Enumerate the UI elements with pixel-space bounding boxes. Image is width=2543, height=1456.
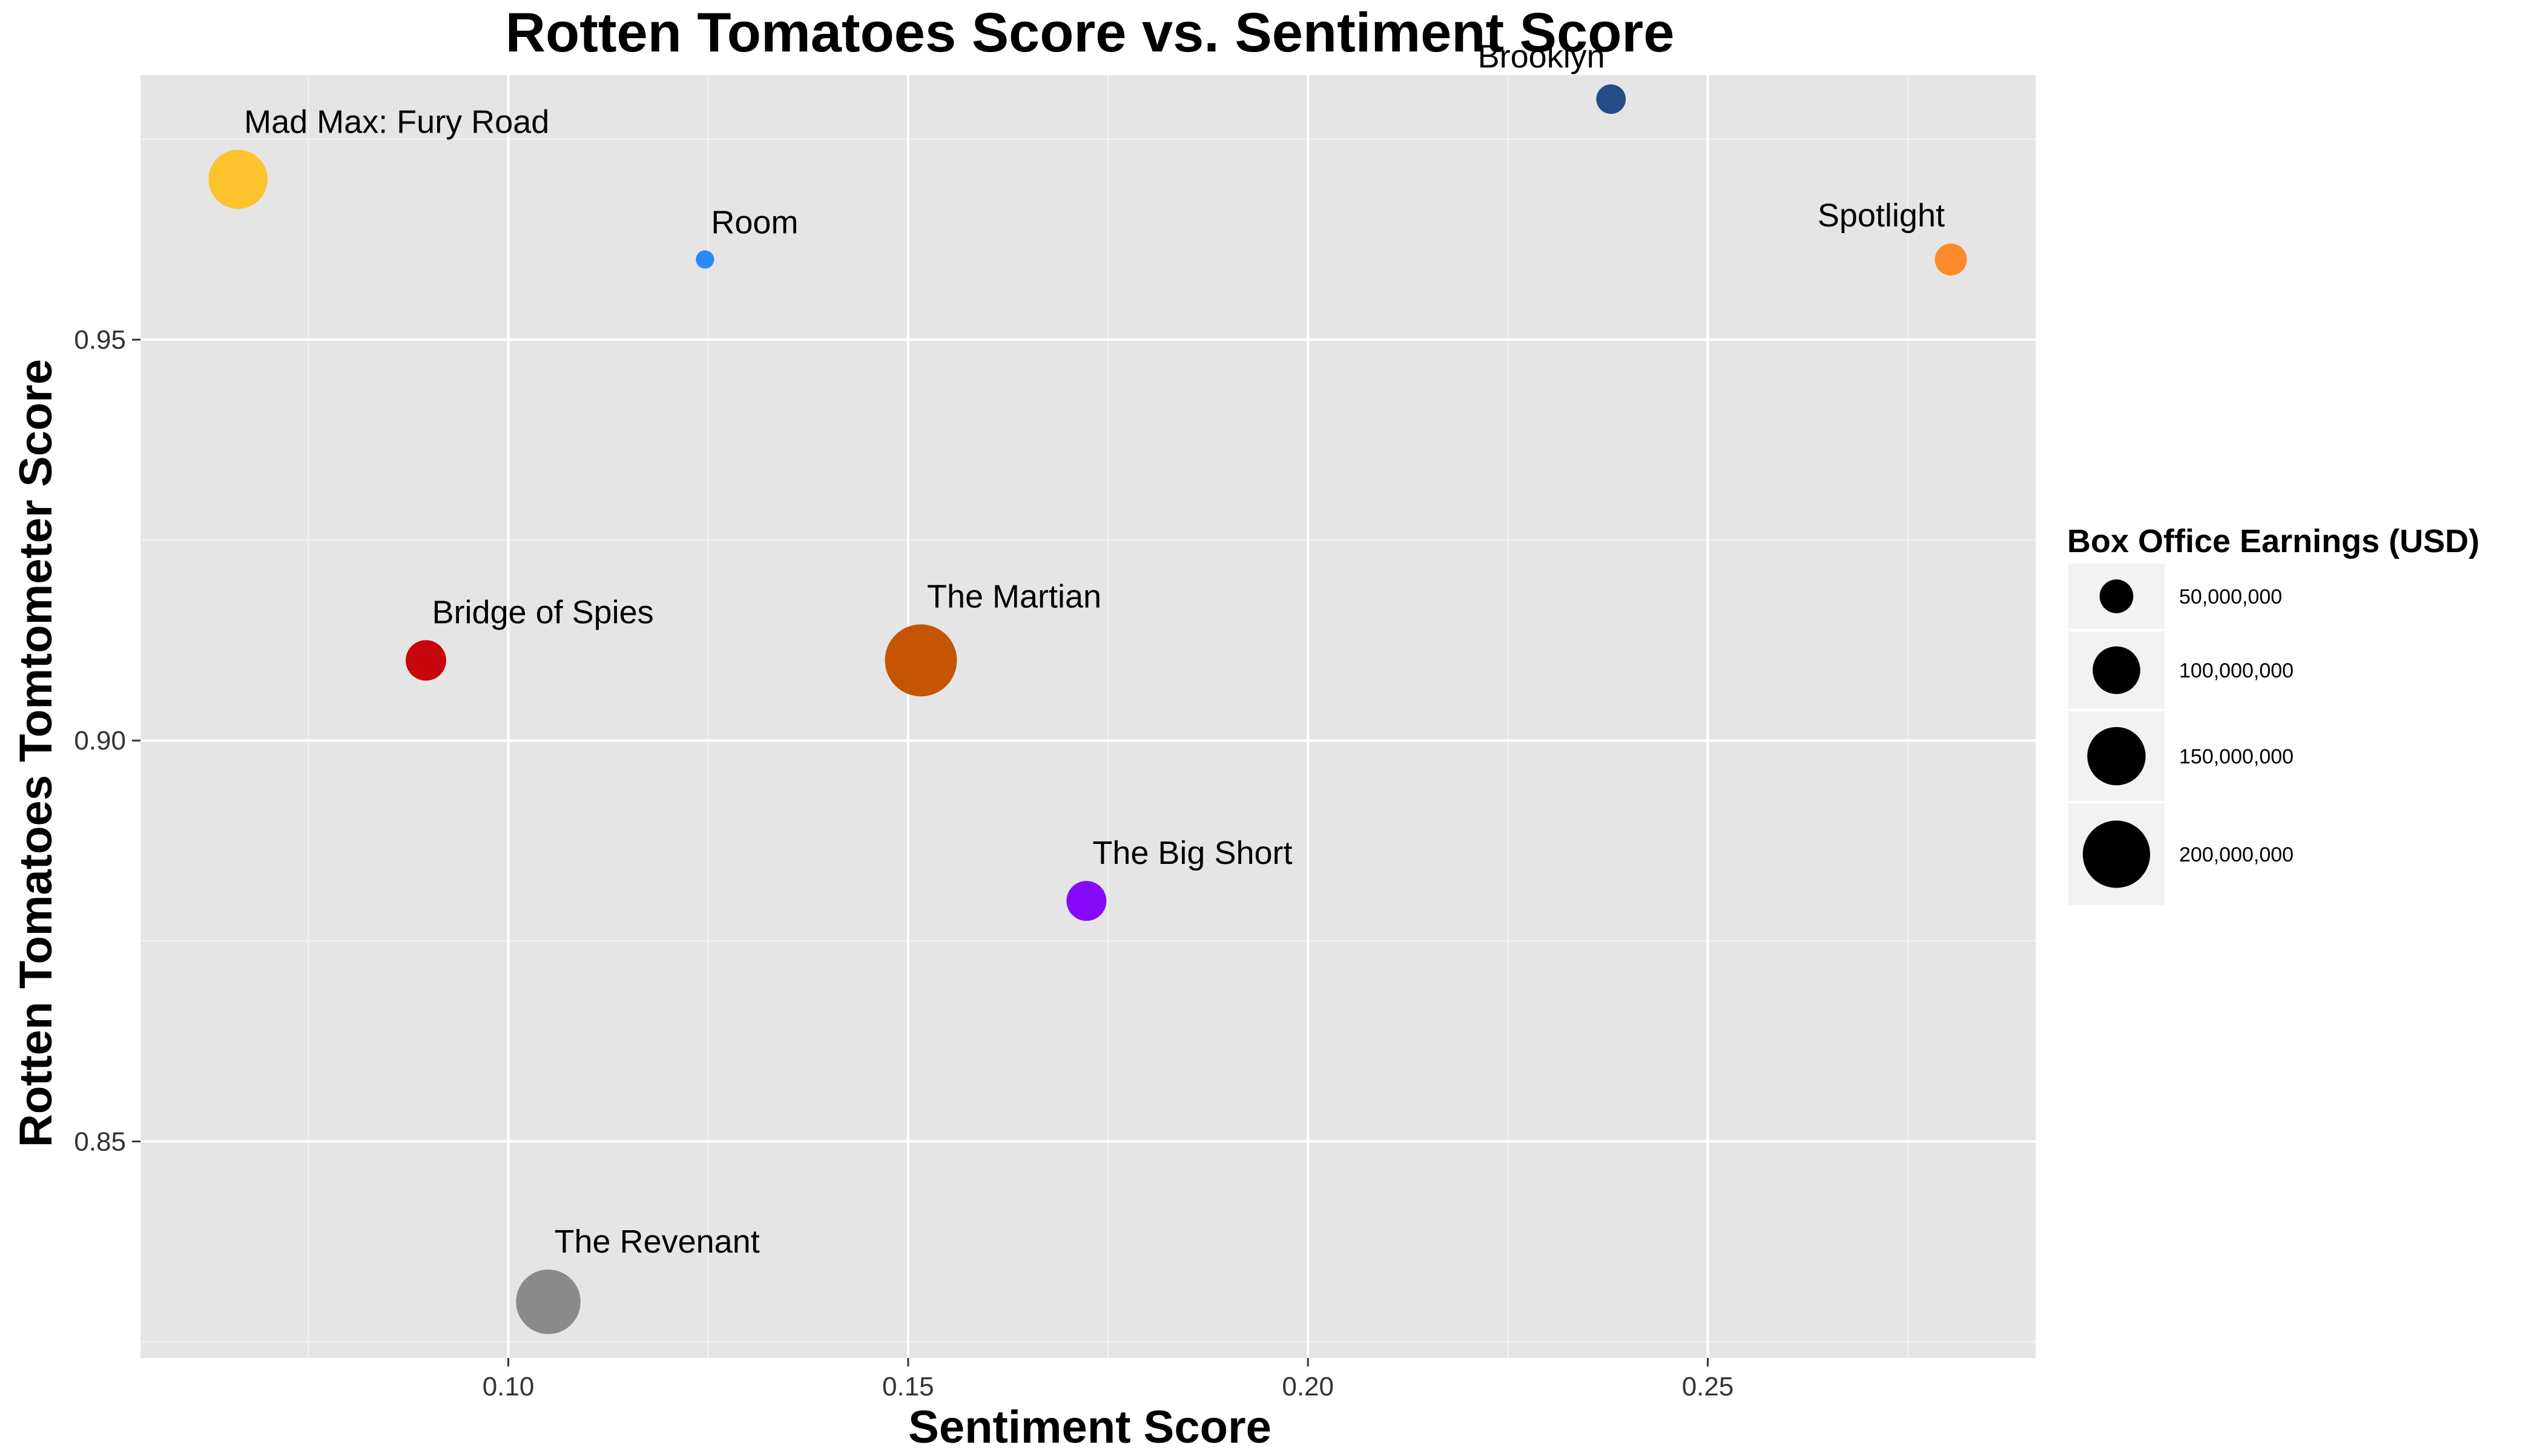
y-tick-label: 0.95 bbox=[74, 325, 126, 355]
legend-size-marker bbox=[2087, 726, 2146, 786]
point-label: Bridge of Spies bbox=[432, 594, 653, 630]
y-tick-label: 0.85 bbox=[74, 1127, 126, 1156]
legend-entry-label: 200,000,000 bbox=[2179, 843, 2294, 866]
data-point bbox=[1066, 881, 1107, 921]
legend-title: Box Office Earnings (USD) bbox=[2067, 523, 2479, 559]
x-tick-label: 0.20 bbox=[1282, 1372, 1334, 1402]
data-point bbox=[1596, 84, 1626, 114]
data-point bbox=[208, 150, 268, 209]
plot-panel bbox=[140, 75, 2036, 1358]
legend-size-marker bbox=[2082, 820, 2151, 888]
legend-size-marker bbox=[2099, 579, 2134, 613]
data-point bbox=[696, 250, 714, 269]
grid bbox=[140, 75, 2036, 1358]
x-tick-label: 0.10 bbox=[483, 1372, 535, 1402]
legend-entry-label: 100,000,000 bbox=[2179, 659, 2294, 682]
data-points bbox=[208, 84, 1967, 1334]
point-label: The Martian bbox=[927, 578, 1101, 614]
legend-entry-label: 50,000,000 bbox=[2179, 585, 2282, 608]
x-axis-title: Sentiment Score bbox=[908, 1402, 1272, 1453]
axes: 0.10 0.15 0.20 0.25 0.85 0.90 0.95 bbox=[74, 325, 1733, 1402]
chart-title: Rotten Tomatoes Score vs. Sentiment Scor… bbox=[506, 2, 1675, 64]
point-label: Mad Max: Fury Road bbox=[244, 104, 549, 140]
plot-panel-background bbox=[140, 75, 2036, 1358]
data-point bbox=[885, 624, 957, 697]
data-point bbox=[516, 1269, 581, 1334]
data-point bbox=[1934, 243, 1967, 275]
y-axis-title: Rotten Tomatoes Tomtometer Score bbox=[10, 359, 62, 1147]
point-label: Spotlight bbox=[1818, 197, 1945, 234]
point-label: The Big Short bbox=[1092, 835, 1292, 871]
y-tick-label: 0.90 bbox=[74, 726, 126, 756]
size-legend: Box Office Earnings (USD) 50,000,000 100,… bbox=[2066, 523, 2479, 908]
data-point bbox=[406, 640, 446, 681]
point-label: Brooklyn bbox=[1478, 38, 1605, 74]
x-tick-label: 0.25 bbox=[1682, 1372, 1734, 1402]
legend-entry-label: 150,000,000 bbox=[2179, 745, 2294, 768]
point-label: The Revenant bbox=[555, 1224, 760, 1260]
x-tick-label: 0.15 bbox=[882, 1372, 934, 1402]
legend-size-marker bbox=[2093, 646, 2140, 694]
point-labels: Mad Max: Fury Road Room Brooklyn Spotlight B… bbox=[244, 38, 1945, 1260]
point-label: Room bbox=[711, 205, 798, 241]
